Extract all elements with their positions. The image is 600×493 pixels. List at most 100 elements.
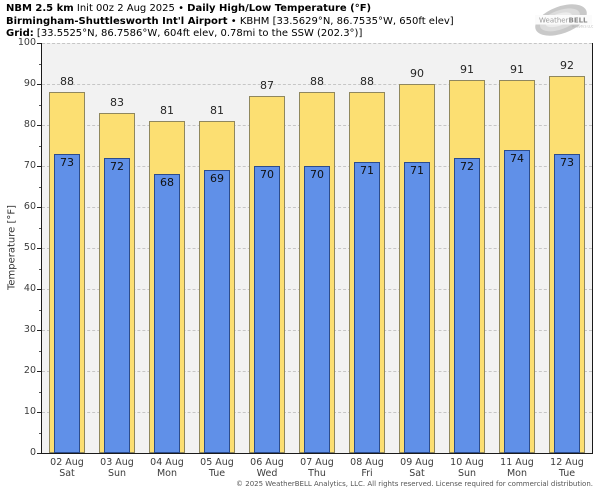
title-line-grid: Grid: [33.5525°N, 86.7586°W, 604ft elev,…	[6, 28, 454, 41]
title-line-model: NBM 2.5 km Init 00z 2 Aug 2025 • Daily H…	[6, 3, 454, 16]
y-tick-label: 40	[23, 283, 36, 294]
x-tick-date: 06 Aug	[250, 457, 284, 468]
y-tick-mark	[37, 330, 42, 331]
x-tick-weekday: Wed	[256, 468, 278, 479]
x-tick-weekday: Tue	[208, 468, 226, 479]
y-tick-mark	[37, 125, 42, 126]
y-gridline	[42, 84, 592, 85]
low-temp-bar	[254, 166, 280, 453]
y-tick-mark	[37, 371, 42, 372]
x-tick-weekday: Tue	[558, 468, 576, 479]
x-tick-weekday: Thu	[308, 468, 326, 479]
x-tick-weekday: Sat	[409, 468, 425, 479]
x-tick-weekday: Fri	[361, 468, 373, 479]
x-tick-weekday: Sun	[107, 468, 127, 479]
x-tick-date: 09 Aug	[400, 457, 434, 468]
logo-wordmark: WeatherBELL	[539, 17, 588, 25]
x-tick-label: 12 Aug Tue	[542, 457, 592, 479]
x-tick-label: 02 Aug Sat	[42, 457, 92, 479]
x-tick-label: 06 Aug Wed	[242, 457, 292, 479]
x-tick-date: 05 Aug	[200, 457, 234, 468]
low-value-label: 72	[460, 159, 474, 173]
x-tick-date: 11 Aug	[500, 457, 534, 468]
y-minor-tick-mark	[39, 104, 42, 106]
y-tick-label: 90	[23, 78, 36, 89]
y-minor-tick-mark	[39, 186, 42, 188]
y-tick-mark	[37, 84, 42, 85]
low-value-label: 70	[260, 168, 274, 181]
low-value-label: 70	[310, 168, 324, 181]
bullet-separator: •	[227, 15, 240, 27]
low-value-label: 69	[210, 172, 224, 186]
logo-brand-bell: BELL	[568, 17, 588, 25]
y-tick-label: 100	[17, 37, 36, 48]
left-spine	[41, 43, 42, 454]
right-spine	[592, 43, 593, 454]
y-tick-label: 60	[23, 201, 36, 212]
x-tick-date: 02 Aug	[50, 457, 84, 468]
y-tick-label: 30	[23, 324, 36, 335]
y-tick-label: 20	[23, 365, 36, 376]
x-tick-label: 04 Aug Mon	[142, 457, 192, 479]
y-gridline	[42, 43, 592, 44]
y-minor-tick-mark	[39, 145, 42, 147]
y-tick-mark	[37, 207, 42, 208]
x-tick-weekday: Sun	[457, 468, 477, 479]
high-value-label: 81	[160, 103, 174, 117]
low-temp-bar	[304, 166, 330, 453]
x-tick-weekday: Mon	[506, 468, 528, 479]
y-tick-mark	[37, 453, 42, 454]
y-minor-tick-mark	[39, 350, 42, 352]
y-tick-label: 10	[23, 406, 36, 417]
y-tick-mark	[37, 289, 42, 290]
y-tick-mark	[37, 166, 42, 167]
low-value-label: 74	[510, 151, 524, 165]
x-tick-label: 10 Aug Sun	[442, 457, 492, 479]
x-tick-date: 03 Aug	[100, 457, 134, 468]
station-coords: KBHM [33.5629°N, 86.7535°W, 650ft elev]	[239, 15, 454, 27]
x-tick-date: 04 Aug	[150, 457, 184, 468]
low-value-label: 71	[410, 163, 424, 177]
low-temp-bar	[54, 153, 80, 453]
x-tick-date: 12 Aug	[550, 457, 584, 468]
title-line-station: Birmingham-Shuttlesworth Int'l Airport •…	[6, 16, 454, 29]
low-value-label: 71	[360, 163, 374, 177]
chart-header: NBM 2.5 km Init 00z 2 Aug 2025 • Daily H…	[6, 3, 454, 41]
low-temp-bar	[104, 157, 130, 453]
y-tick-label: 80	[23, 119, 36, 130]
y-tick-mark	[37, 43, 42, 44]
x-tick-date: 10 Aug	[450, 457, 484, 468]
y-tick-label: 50	[23, 242, 36, 253]
y-minor-tick-mark	[39, 227, 42, 229]
init-time: Init 00z 2 Aug 2025	[73, 3, 179, 14]
model-name: NBM 2.5 km	[6, 3, 74, 14]
x-tick-weekday: Mon	[156, 468, 178, 479]
low-temp-bar	[154, 174, 180, 453]
copyright-footer: © 2025 WeatherBELL Analytics, LLC. All r…	[236, 480, 593, 488]
y-tick-mark	[37, 412, 42, 413]
low-value-label: 73	[560, 155, 574, 169]
x-tick-date: 08 Aug	[350, 457, 384, 468]
station-name: Birmingham-Shuttlesworth Int'l Airport	[6, 15, 228, 27]
high-value-label: 83	[110, 95, 124, 109]
low-temp-bar	[404, 161, 430, 453]
logo-text-band	[535, 15, 592, 25]
low-temp-bar	[554, 153, 580, 453]
grid-coords: [33.5525°N, 86.7586°W, 604ft elev, 0.78m…	[33, 28, 363, 39]
x-tick-date: 07 Aug	[300, 457, 334, 468]
y-minor-tick-mark	[39, 432, 42, 434]
high-value-label: 91	[460, 62, 474, 76]
low-temp-bar	[204, 170, 230, 453]
high-value-label: 88	[360, 75, 374, 89]
high-value-label: 88	[310, 75, 324, 89]
low-temp-bar	[504, 149, 530, 453]
low-value-label: 68	[160, 176, 174, 190]
x-tick-label: 11 Aug Mon	[492, 457, 542, 479]
x-tick-label: 09 Aug Sat	[392, 457, 442, 479]
x-tick-label: 08 Aug Fri	[342, 457, 392, 479]
bullet-separator: •	[178, 3, 188, 14]
y-minor-tick-mark	[39, 309, 42, 311]
high-value-label: 91	[510, 62, 524, 76]
y-minor-tick-mark	[39, 63, 42, 65]
